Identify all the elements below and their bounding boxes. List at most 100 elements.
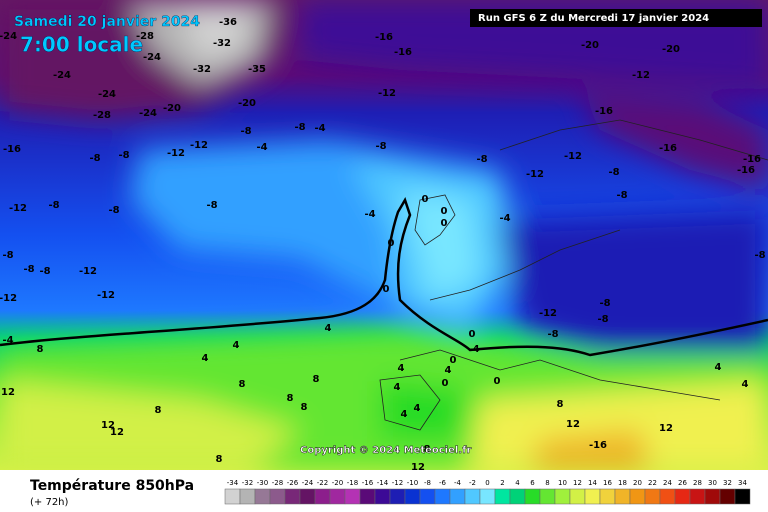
legend-swatch — [629, 488, 646, 505]
legend-swatch — [644, 488, 661, 505]
legend-swatch — [359, 488, 376, 505]
legend-label: 22 — [648, 479, 657, 487]
contour-label: -24 — [98, 89, 116, 100]
contour-label: -20 — [238, 98, 256, 109]
contour-label: -16 — [589, 440, 607, 451]
contour-label: -36 — [219, 17, 237, 28]
contour-label: 8 — [216, 454, 223, 465]
contour-label: 0 — [450, 355, 457, 366]
legend-label: 10 — [558, 479, 567, 487]
contour-label: -8 — [206, 200, 217, 211]
contour-label: 4 — [202, 353, 209, 364]
contour-label: 4 — [394, 382, 401, 393]
legend-label: -10 — [407, 479, 418, 487]
contour-label: -28 — [93, 110, 111, 121]
contour-label: -16 — [743, 154, 761, 165]
contour-label: 12 — [1, 387, 15, 398]
contour-label: -8 — [118, 150, 129, 161]
copyright: Copyright © 2024 Meteociel.fr — [300, 445, 471, 456]
contour-label: 4 — [401, 409, 408, 420]
legend-swatch — [584, 488, 601, 505]
contour-label: 0 — [442, 378, 449, 389]
legend-swatch — [464, 488, 481, 505]
legend-label: -18 — [347, 479, 358, 487]
legend-swatch — [689, 488, 706, 505]
contour-label: -8 — [39, 266, 50, 277]
legend-swatch — [224, 488, 241, 505]
legend-label: -6 — [439, 479, 447, 487]
legend-swatch — [614, 488, 631, 505]
legend-swatch — [674, 488, 691, 505]
contour-label: 4 — [414, 403, 421, 414]
contour-label: 12 — [110, 427, 124, 438]
contour-label: -12 — [632, 70, 650, 81]
time: 7:00 locale — [20, 33, 143, 57]
contour-label: 8 — [37, 344, 44, 355]
legend-swatch — [704, 488, 721, 505]
legend-swatch — [449, 488, 466, 505]
contour-label: -24 — [143, 52, 161, 63]
run-info: Run GFS 6 Z du Mercredi 17 janvier 2024 — [478, 13, 709, 24]
contour-label: -32 — [193, 64, 211, 75]
legend-swatch — [344, 488, 361, 505]
contour-label: -16 — [595, 106, 613, 117]
contour-label: -12 — [539, 308, 557, 319]
contour-label: 8 — [239, 379, 246, 390]
legend-label: 14 — [588, 479, 597, 487]
contour-label: 4 — [445, 365, 452, 376]
contour-label: -16 — [3, 144, 21, 155]
contour-label: -8 — [597, 314, 608, 325]
legend-label: -16 — [362, 479, 374, 487]
legend-label: 34 — [738, 479, 747, 487]
contour-label: -12 — [167, 148, 185, 159]
contour-label: -4 — [314, 123, 325, 134]
legend-swatch — [719, 488, 736, 505]
contour-label: -24 — [0, 31, 17, 42]
legend-swatch — [599, 488, 616, 505]
contour-label: 8 — [155, 405, 162, 416]
contour-label: -24 — [139, 108, 157, 119]
contour-label: -8 — [108, 205, 119, 216]
legend-label: -30 — [257, 479, 268, 487]
run-box — [470, 9, 762, 27]
contour-label: 4 — [325, 323, 332, 334]
contour-label: -12 — [0, 293, 17, 304]
footer-title: Température 850hPa — [30, 478, 194, 494]
contour-label: -4 — [468, 344, 479, 355]
legend-label: 32 — [723, 479, 732, 487]
contour-label: -8 — [89, 153, 100, 164]
legend-label: 8 — [545, 479, 549, 487]
contour-label: 0 — [388, 238, 395, 249]
legend-swatch — [569, 488, 586, 505]
legend-swatch — [239, 488, 256, 505]
contour-label: -4 — [364, 209, 375, 220]
legend-swatch — [329, 488, 346, 505]
contour-label: 8 — [287, 393, 294, 404]
contour-label: -8 — [240, 126, 251, 137]
legend-swatch — [269, 488, 286, 505]
legend-swatch — [254, 488, 271, 505]
legend-swatch — [509, 488, 526, 505]
contour-label: -12 — [564, 151, 582, 162]
contour-label: 0 — [469, 329, 476, 340]
contour-label: -16 — [737, 165, 755, 176]
legend-swatch — [299, 488, 316, 505]
legend-label: -8 — [424, 479, 431, 487]
legend-label: 0 — [485, 479, 489, 487]
legend-label: 18 — [618, 479, 627, 487]
contour-label: -8 — [23, 264, 34, 275]
legend-swatch — [314, 488, 331, 505]
lead-time: (+ 72h) — [30, 497, 69, 508]
contour-label: -32 — [213, 38, 231, 49]
contour-label: -24 — [53, 70, 71, 81]
contour-label: -12 — [97, 290, 115, 301]
legend-swatch — [284, 488, 301, 505]
contour-label: 4 — [715, 362, 722, 373]
contour-label: -20 — [581, 40, 599, 51]
contour-label: -20 — [163, 103, 181, 114]
legend-label: 20 — [633, 479, 642, 487]
contour-label: -12 — [378, 88, 396, 99]
contour-label: 8 — [301, 402, 308, 413]
legend-label: -14 — [377, 479, 389, 487]
contour-label: -12 — [79, 266, 97, 277]
